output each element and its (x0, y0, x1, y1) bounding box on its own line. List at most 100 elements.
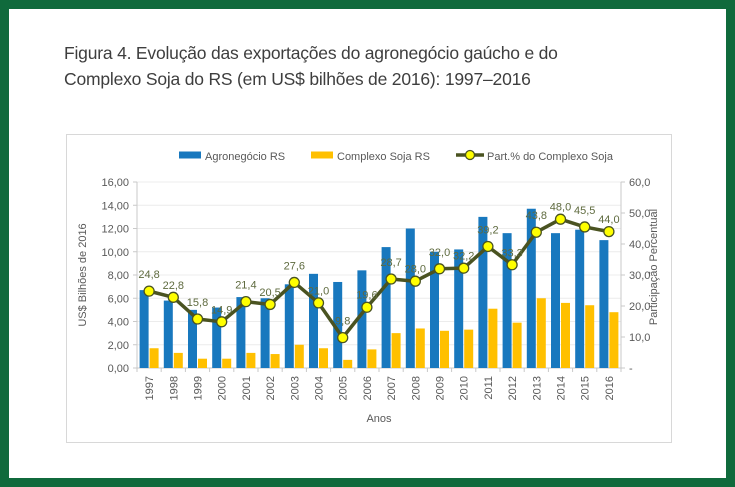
right-axis-title: Participação Percentual (648, 209, 660, 325)
legend-item-agronegocio: Agronegócio RS (179, 151, 285, 163)
bar-agronegocio (236, 297, 246, 368)
part-marker (530, 226, 542, 238)
bar-agronegocio (188, 309, 197, 368)
part-marker (312, 297, 325, 309)
left-axis-tick-labels: 0,00 2,00 4,00 6,00 8,00 10,00 12,00 14,00 16,00 (101, 177, 129, 375)
figure-caption-line1: Figura 4. Evolução das exportações do ag… (64, 43, 558, 63)
right-axis-tick-label: 60,0 (629, 177, 650, 189)
x-axis-tick-label: 2012 (507, 376, 519, 400)
figure-caption-line2: Complexo Soja do RS (em US$ bilhões de 2… (64, 69, 531, 89)
left-axis-tick-label: 10,00 (101, 247, 129, 259)
x-axis-tick-label: 2011 (483, 376, 495, 400)
x-axis-tick-label: 1999 (193, 376, 205, 400)
figure-caption: Figura 4. Evolução das exportações do ag… (64, 40, 684, 92)
part-data-label: 45,5 (574, 205, 595, 217)
bars-soja (149, 298, 619, 368)
exports-chart: 24,8 22,815,814,921,420,5 27,6 21,0 9,8 19,6 2… (77, 149, 660, 425)
part-data-label: 39,2 (477, 224, 498, 236)
right-axis-tick-label: - (629, 363, 633, 375)
x-axis-tick-label: 2007 (386, 376, 398, 400)
part-marker (603, 225, 615, 238)
part-marker (554, 213, 567, 225)
right-axis-tick-label: 10,0 (629, 332, 650, 344)
part-markers (143, 213, 615, 344)
bar-soja (294, 344, 304, 368)
part-data-label: 21,0 (308, 285, 329, 297)
bar-soja (561, 302, 570, 368)
part-data-label: 20,5 (259, 287, 280, 299)
part-data-labels: 24,8 22,815,814,921,420,5 27,6 21,0 9,8 19,6 2… (138, 202, 619, 328)
part-marker (506, 259, 518, 271)
x-axis-tick-label: 1998 (168, 376, 180, 400)
bar-agronegocio (575, 229, 585, 368)
bar-soja (149, 348, 159, 368)
part-data-label: 14,9 (211, 304, 232, 316)
legend: Agronegócio RS Complexo Soja RS Part.% do … (179, 149, 614, 163)
part-marker (579, 221, 591, 233)
x-axis-tick-label: 2001 (241, 376, 253, 400)
bar-soja (198, 358, 207, 368)
x-axis-title: Anos (366, 413, 392, 425)
part-data-label: 24,8 (138, 269, 159, 281)
x-axis-tick-label: 2008 (410, 376, 422, 400)
part-marker (288, 276, 300, 289)
bar-soja (440, 330, 449, 368)
bar-agronegocio (357, 270, 367, 368)
bar-agronegocio (599, 240, 609, 368)
legend-label-part: Part.% do Complexo Soja (487, 151, 614, 163)
bar-agronegocio (478, 216, 488, 368)
bar-agronegocio (139, 290, 149, 368)
right-axis-tick-label: 50,0 (629, 208, 650, 220)
x-axis-tick-label: 2003 (289, 376, 301, 400)
x-axis-tick-label: 2010 (459, 376, 471, 400)
bar-soja (391, 333, 401, 368)
x-axis-tick-label: 2013 (531, 376, 543, 400)
part-data-label: 32,0 (429, 247, 450, 259)
x-axis-tick-label: 2000 (217, 376, 229, 400)
bar-agronegocio (212, 307, 222, 368)
part-data-label: 33,3 (501, 247, 522, 259)
legend-item-part: Part.% do Complexo Soja (456, 149, 614, 163)
bar-agronegocio (430, 251, 439, 368)
part-marker (143, 285, 155, 297)
part-marker (240, 296, 252, 308)
bar-agronegocio (405, 228, 415, 368)
right-axis-tick-label: 20,0 (629, 301, 650, 313)
bar-soja (173, 352, 183, 368)
x-axis-tick-label: 2009 (435, 376, 447, 400)
bar-soja (270, 354, 280, 368)
bar-agronegocio (551, 233, 560, 368)
part-marker (264, 298, 276, 311)
x-axis-tick-label: 2016 (604, 376, 616, 400)
bar-agronegocio (163, 300, 173, 368)
part-marker (482, 240, 494, 253)
x-axis-tick-labels: 1997 1998 1999 2000 2001 2002 2003 2004 2005 2006… (144, 376, 616, 400)
right-axis-tick-label: 40,0 (629, 239, 650, 251)
part-marker (409, 275, 421, 287)
right-axis-tick-labels: - 10,0 20,0 30,0 40,0 50,0 60,0 (629, 177, 650, 375)
bar-soja (488, 308, 498, 368)
part-data-label: 48,0 (550, 202, 571, 214)
part-data-label: 32,2 (453, 251, 474, 263)
x-axis-tick-label: 2015 (580, 376, 592, 400)
bar-soja (343, 359, 353, 368)
legend-swatch-agronegocio (179, 151, 201, 159)
x-axis-tick-label: 2014 (556, 376, 568, 400)
part-data-label: 27,6 (284, 260, 305, 272)
part-marker (337, 331, 349, 344)
legend-swatch-soja (311, 151, 333, 159)
left-axis-tick-label: 6,00 (108, 293, 129, 305)
part-data-label: 44,0 (598, 214, 619, 226)
legend-label-soja: Complexo Soja RS (337, 151, 430, 163)
x-axis-tick-label: 2004 (314, 376, 326, 400)
bar-soja (512, 322, 522, 368)
part-marker (216, 316, 228, 328)
bar-soja (585, 305, 595, 368)
part-marker (433, 263, 446, 275)
part-data-label: 28,0 (405, 264, 426, 276)
part-data-label: 28,7 (380, 257, 401, 269)
left-axis-tick-label: 14,00 (101, 200, 129, 212)
bar-soja (536, 298, 546, 368)
part-marker (167, 291, 179, 303)
